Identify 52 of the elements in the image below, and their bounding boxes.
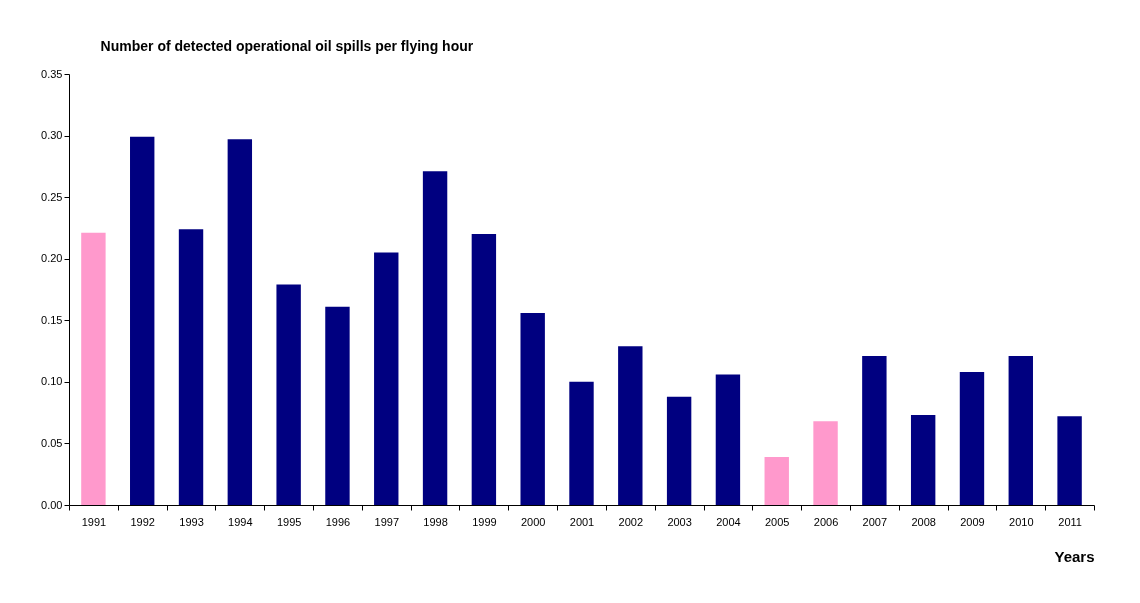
x-tick-label: 1997 — [374, 515, 399, 528]
bar — [325, 306, 350, 505]
bar — [1008, 356, 1033, 505]
bar — [520, 312, 545, 505]
x-tick-label: 2003 — [667, 515, 692, 528]
bar — [374, 252, 399, 505]
x-tick-label: 2000 — [520, 515, 546, 528]
bar — [1057, 416, 1082, 505]
bar — [422, 171, 448, 505]
x-tick-label: 1993 — [179, 515, 204, 528]
x-tick-label: 1994 — [228, 515, 253, 528]
bar — [618, 346, 643, 505]
chart-title: Number of detected operational oil spills per flying hour — [100, 38, 474, 54]
y-tick-label: 0.00 — [41, 498, 63, 511]
y-tick-label: 0.05 — [41, 436, 63, 449]
bar — [276, 284, 301, 505]
x-tick-label: 2011 — [1058, 515, 1082, 528]
x-tick-label: 2006 — [813, 515, 839, 528]
bar — [910, 415, 936, 505]
bar — [813, 421, 838, 505]
x-tick-label: 2005 — [765, 515, 790, 528]
y-tick-label: 0.20 — [41, 252, 63, 265]
bar — [764, 456, 789, 505]
bar — [715, 374, 741, 505]
x-tick-label: 2007 — [862, 515, 888, 528]
x-tick-label: 2010 — [1009, 515, 1034, 528]
bar — [81, 232, 106, 505]
x-tick-label: 2008 — [911, 515, 936, 528]
y-tick-label: 0.30 — [41, 129, 63, 142]
bar — [130, 136, 155, 505]
bar — [862, 356, 887, 505]
x-tick-label: 2004 — [716, 515, 741, 528]
x-tick-label: 2002 — [618, 515, 644, 528]
x-tick-label: 1995 — [276, 515, 302, 528]
x-tick-label: 1999 — [472, 515, 497, 528]
x-tick-label: 1996 — [325, 515, 351, 528]
bar — [227, 139, 253, 505]
y-tick-label: 0.35 — [41, 67, 63, 80]
x-tick-label: 2001 — [569, 515, 595, 528]
bar — [569, 381, 594, 505]
bar — [666, 396, 692, 505]
x-axis-title: Years — [1054, 547, 1095, 565]
x-tick-label: 1992 — [130, 515, 155, 528]
y-tick-label: 0.25 — [41, 190, 63, 203]
x-tick-label: 1998 — [423, 515, 448, 528]
bar — [959, 372, 985, 505]
bar — [178, 229, 204, 505]
x-tick-label: 1991 — [81, 515, 107, 528]
x-tick-label: 2009 — [960, 515, 985, 528]
y-tick-label: 0.10 — [41, 375, 63, 388]
y-tick-label: 0.15 — [41, 313, 63, 326]
bar — [471, 234, 497, 505]
